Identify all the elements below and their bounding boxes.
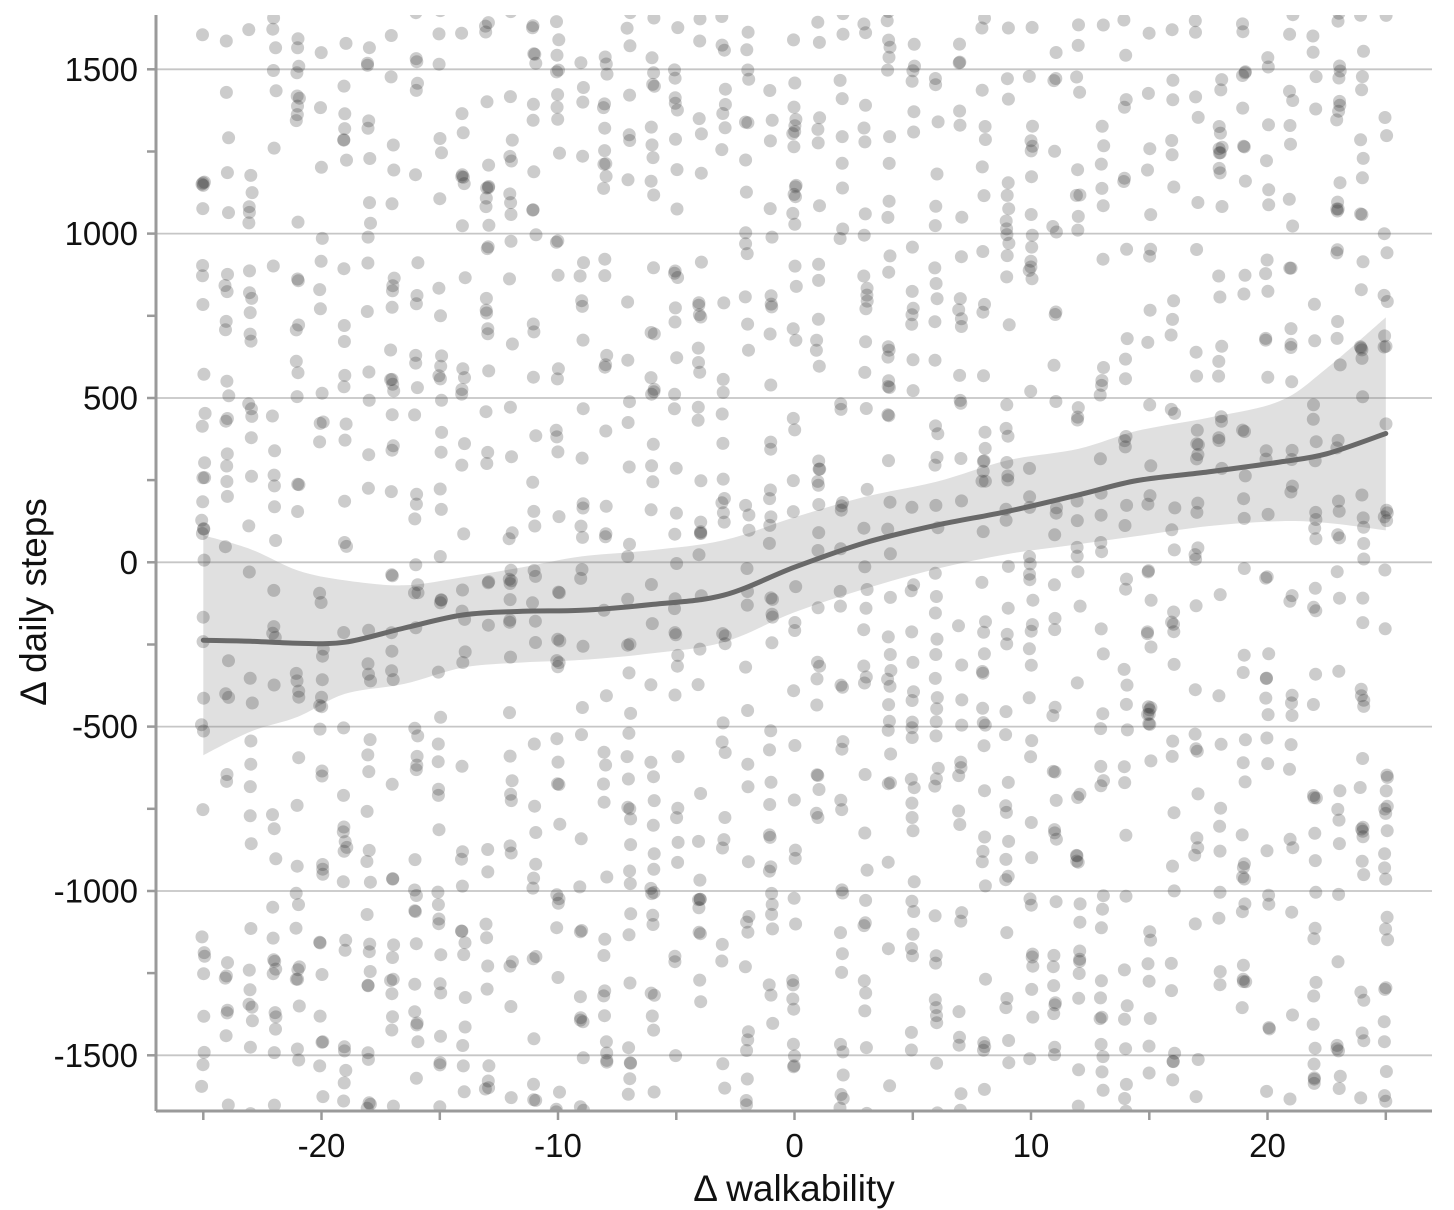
svg-text:0: 0	[120, 544, 138, 581]
svg-text:-500: -500	[72, 708, 138, 745]
svg-text:-20: -20	[298, 1127, 346, 1164]
trend-line	[200, 431, 1389, 647]
svg-text:10: 10	[1013, 1127, 1050, 1164]
svg-text:0: 0	[785, 1127, 803, 1164]
svg-text:1000: 1000	[65, 215, 138, 252]
axis-lines-and-ticks	[147, 15, 1432, 1120]
tick-labels: -1500 -1000 -500 0 500 1000 1500 -20 -10 0 10 20	[54, 51, 1286, 1164]
svg-text:-1000: -1000	[54, 873, 138, 910]
y-axis-title: Δ daily steps	[13, 498, 54, 706]
svg-text:-1500: -1500	[54, 1037, 138, 1074]
svg-text:-10: -10	[534, 1127, 582, 1164]
confidence-band	[203, 317, 1386, 756]
x-axis-title: Δ walkability	[693, 1168, 895, 1209]
svg-text:500: 500	[83, 380, 138, 417]
svg-text:20: 20	[1249, 1127, 1286, 1164]
gridlines	[156, 68, 1432, 1057]
svg-text:1500: 1500	[65, 51, 138, 88]
scatter-points	[195, 15, 1395, 1111]
